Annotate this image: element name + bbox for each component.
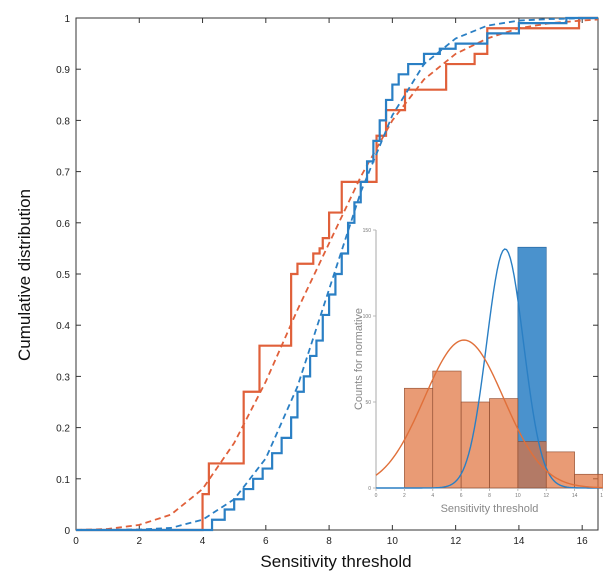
series-dashed-1	[75, 18, 599, 531]
x-tick-label: 0	[73, 536, 79, 547]
inset-x-tick-label: 4	[431, 493, 434, 499]
y-tick-label: 0.4	[56, 321, 70, 332]
series-dashed-3	[75, 17, 599, 531]
inset-y-tick-label: 0	[368, 486, 371, 492]
y-tick-label: 0.9	[56, 65, 70, 76]
inset-bar-1-2	[432, 370, 462, 489]
y-tick-label: 0.1	[56, 475, 70, 486]
inset-x-tick-label: 6	[460, 493, 463, 499]
x-tick-label: 14	[513, 536, 525, 547]
y-tick-label: 0.2	[56, 424, 70, 435]
inset-x-tick-label: 14	[572, 493, 578, 499]
inset-fit-curve-0	[376, 248, 603, 489]
inset-bar-1-3	[460, 401, 490, 489]
inset-bar-1-6	[545, 451, 575, 489]
inset-fit-curve-1	[375, 339, 603, 489]
inset-x-tick-label: 16	[600, 493, 603, 499]
y-tick-label: 1	[64, 14, 70, 25]
x-tick-label: 10	[387, 536, 399, 547]
inset-y-axis-title: Counts for normative	[353, 308, 365, 410]
inset-x-tick-label: 2	[403, 493, 406, 499]
inset-histogram: 0 2 4 6 8 10 12 14 16 0 50 100 150 Sensitivity thresh…	[353, 228, 603, 515]
series-step-2	[76, 16, 598, 532]
inset-x-tick-label: 12	[543, 493, 549, 499]
series-step-0	[76, 16, 598, 532]
inset-x-axis-title: Sensitivity threshold	[441, 503, 539, 515]
inset-x-tick-label: 0	[375, 493, 378, 499]
inset-y-tick-label: 50	[365, 400, 371, 406]
inset-bar-1-5	[517, 441, 547, 489]
inset-bar-1-1	[404, 387, 434, 489]
inset-bar-1-4	[489, 398, 519, 489]
x-tick-label: 4	[200, 536, 206, 547]
x-tick-label: 12	[450, 536, 462, 547]
y-tick-label: 0.6	[56, 219, 70, 230]
y-tick-label: 0.7	[56, 168, 70, 179]
inset-y-tick-label: 150	[363, 228, 372, 234]
inset-x-tick-label: 10	[515, 493, 521, 499]
inset-x-tick-label: 8	[488, 493, 491, 499]
x-tick-label: 16	[577, 536, 589, 547]
x-tick-label: 2	[136, 536, 142, 547]
x-tick-label: 8	[326, 536, 332, 547]
x-axis-title: Sensitivity threshold	[260, 552, 411, 571]
y-tick-label: 0.8	[56, 116, 70, 127]
y-tick-label: 0	[64, 526, 70, 537]
y-tick-label: 0.3	[56, 372, 70, 383]
y-axis-title: Cumulative distribution	[15, 189, 34, 361]
y-tick-label: 0.5	[56, 270, 70, 281]
x-tick-label: 6	[263, 536, 269, 547]
inset-y-tick-label: 100	[363, 314, 372, 320]
main-series-layer	[75, 16, 599, 532]
